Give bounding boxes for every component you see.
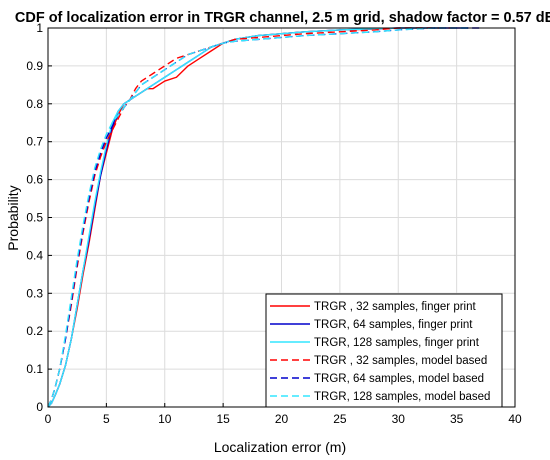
y-tick-label: 0.1 (26, 362, 43, 376)
x-tick-label: 0 (45, 412, 52, 426)
grid-lines (47, 27, 516, 408)
x-axis-label: Localization error (m) (214, 439, 346, 455)
y-tick-labels: 0 0.1 0.2 0.3 0.4 0.5 0.6 0.7 0.8 0.9 1 (26, 21, 52, 414)
x-tick-label: 35 (450, 412, 464, 426)
series-line-3 (47, 27, 445, 408)
legend-entry: TRGR, 128 samples, model based (314, 391, 490, 403)
y-tick-label: 0.4 (26, 248, 43, 262)
legend-entry: TRGR , 32 samples, model based (314, 355, 487, 367)
y-tick-label: 0.3 (26, 286, 43, 300)
x-tick-label: 20 (275, 412, 289, 426)
x-tick-label: 30 (392, 412, 406, 426)
x-tick-label: 10 (158, 412, 172, 426)
x-tick-label: 40 (508, 412, 522, 426)
x-tick-label: 5 (103, 412, 110, 426)
legend: TRGR , 32 samples, finger print TRGR, 64 … (265, 293, 503, 408)
legend-items: TRGR , 32 samples, finger print TRGR, 64 … (270, 301, 490, 403)
y-tick-label: 0.6 (26, 173, 43, 187)
y-tick-label: 0 (36, 400, 43, 414)
legend-entry: TRGR, 64 samples, model based (314, 373, 484, 385)
y-tick-label: 0.7 (26, 135, 43, 149)
y-tick-label: 0.5 (26, 211, 43, 225)
y-tick-label: 0.8 (26, 97, 43, 111)
y-tick-label: 0.9 (26, 59, 43, 73)
legend-entry: TRGR, 64 samples, finger print (314, 319, 473, 331)
series-line-6 (47, 27, 469, 408)
chart-title: CDF of localization error in TRGR channe… (15, 10, 550, 26)
legend-box (265, 293, 503, 408)
x-tick-label: 15 (216, 412, 230, 426)
y-tick-label: 1 (36, 21, 43, 35)
x-tick-label: 25 (333, 412, 347, 426)
legend-entry: TRGR, 128 samples, finger print (314, 337, 480, 349)
series-lines (47, 27, 480, 408)
legend-entry: TRGR , 32 samples, finger print (314, 301, 477, 313)
x-tick-labels: 0 5 10 15 20 25 30 35 40 (45, 403, 522, 426)
y-tick-label: 0.2 (26, 324, 43, 338)
y-axis-label: Probability (5, 185, 21, 250)
